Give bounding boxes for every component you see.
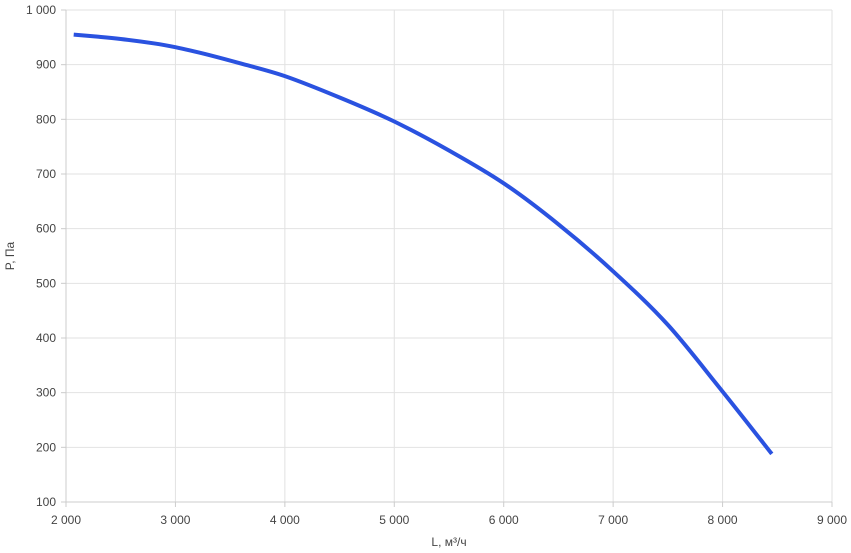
x-tick-label: 9 000 — [817, 513, 847, 527]
y-tick-label: 800 — [36, 112, 56, 126]
y-tick-label: 1 000 — [26, 3, 56, 17]
x-tick-label: 4 000 — [270, 513, 300, 527]
series-group — [73, 32, 774, 456]
y-tick-label: 100 — [36, 495, 56, 509]
y-axis-ticks: 100 200 300 400 500 600 700 800 900 1 000 — [26, 3, 66, 509]
x-axis-ticks: 2 000 3 000 4 000 5 000 6 000 7 000 8 000 9 000 — [51, 502, 847, 527]
y-tick-label: 200 — [36, 440, 56, 454]
y-tick-label: 700 — [36, 167, 56, 181]
y-tick-label: 500 — [36, 276, 56, 290]
x-axis-title: L, м³/ч — [431, 535, 466, 549]
x-tick-label: 3 000 — [160, 513, 190, 527]
x-tick-label: 5 000 — [379, 513, 409, 527]
y-tick-label: 600 — [36, 222, 56, 236]
x-tick-label: 6 000 — [489, 513, 519, 527]
y-tick-label: 900 — [36, 58, 56, 72]
axes — [65, 10, 832, 503]
series-line — [73, 32, 774, 456]
x-tick-label: 2 000 — [51, 513, 81, 527]
y-tick-label: 300 — [36, 386, 56, 400]
y-axis-title: P, Па — [3, 241, 17, 270]
x-tick-label: 8 000 — [708, 513, 738, 527]
grid-lines — [65, 9, 833, 503]
y-tick-label: 400 — [36, 331, 56, 345]
x-tick-label: 7 000 — [598, 513, 628, 527]
